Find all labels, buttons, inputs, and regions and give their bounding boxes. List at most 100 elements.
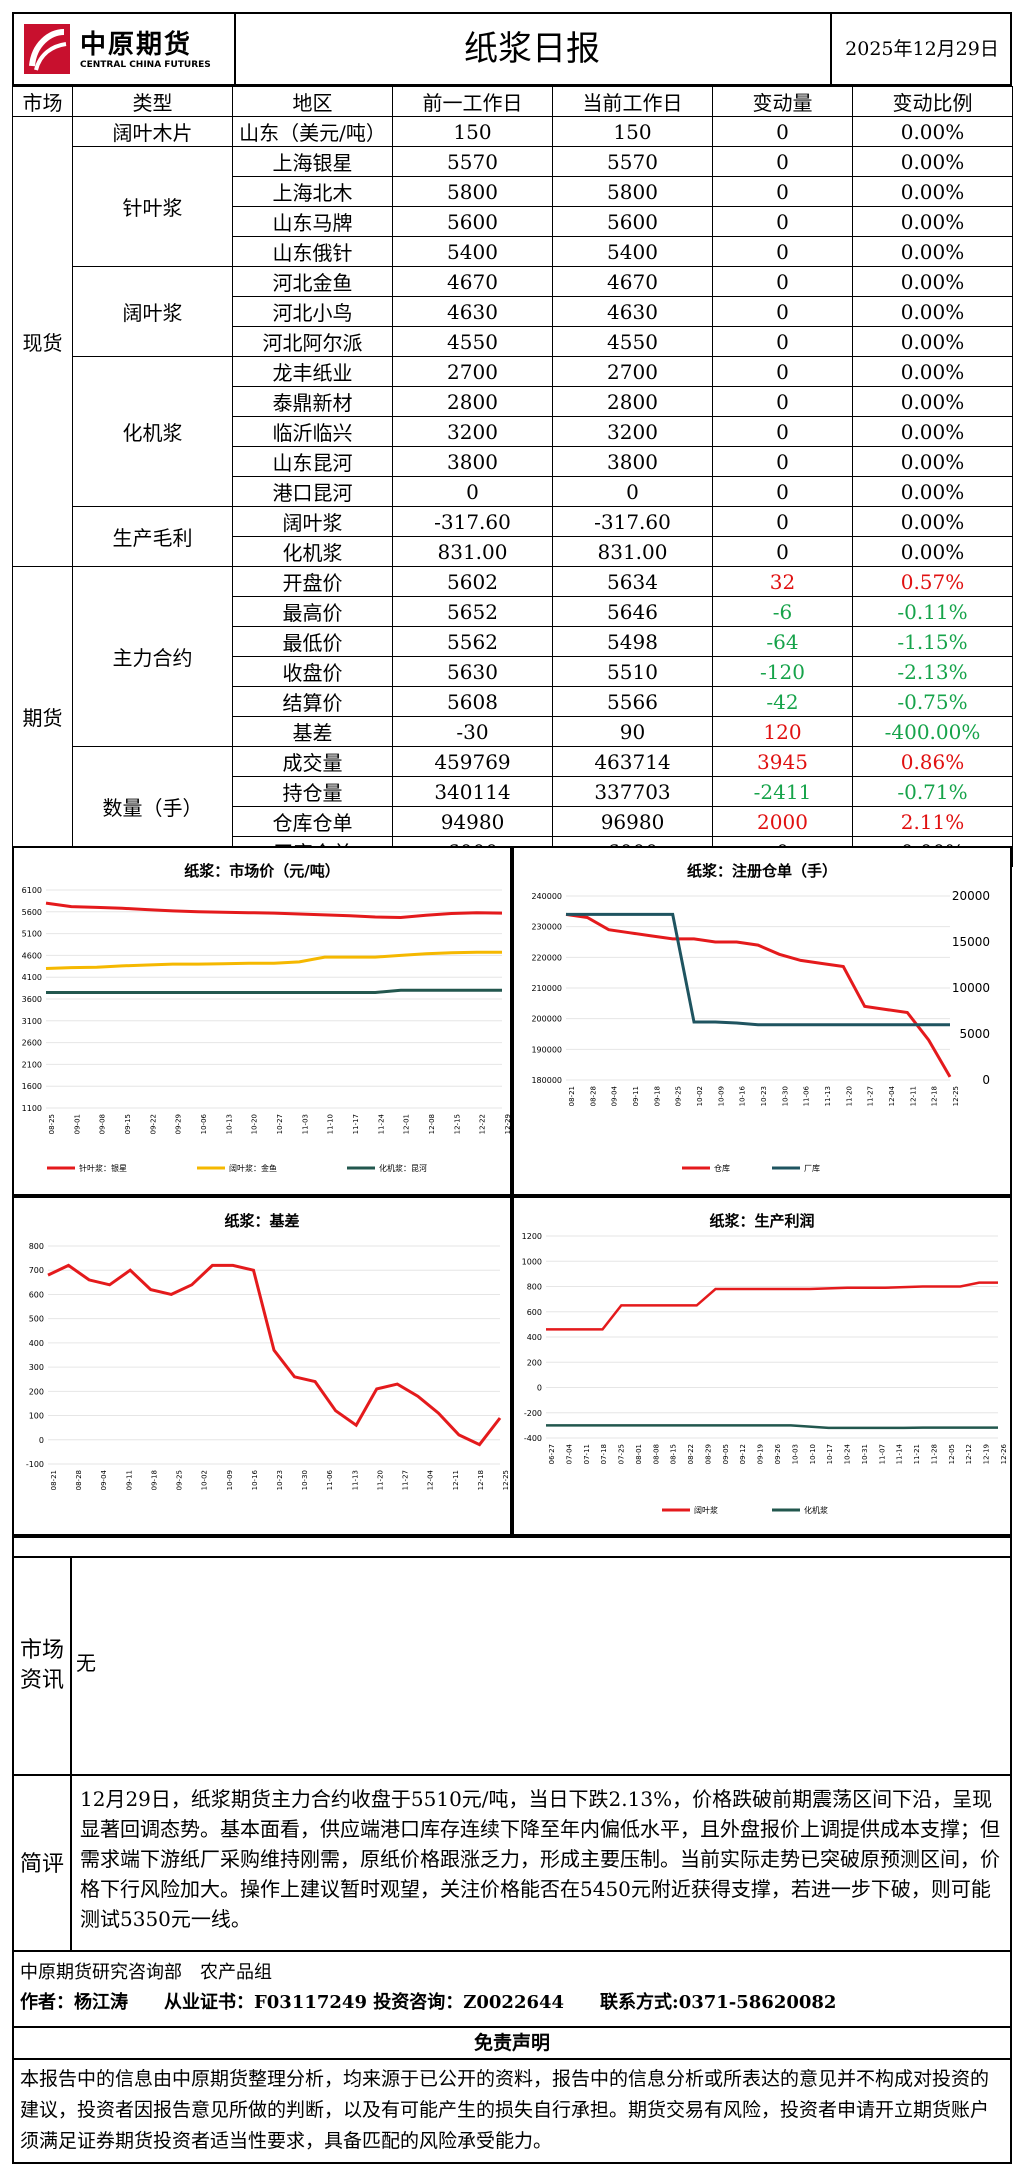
y-tick-label: 200000 xyxy=(531,1015,562,1024)
x-tick-label: 11-20 xyxy=(845,1086,853,1106)
chart-basis-pane: 纸浆：基差 -100 0 100 200 300 400 500 600 700 800 08-21 0… xyxy=(12,1196,512,1536)
type-cell: 生产毛利 xyxy=(72,506,233,567)
prev-value-cell: -30 xyxy=(392,716,553,747)
change-cell: 0 xyxy=(712,446,853,477)
table-row: 结算价 5608 5566 -42 -0.75% xyxy=(13,686,1013,717)
table-row: 仓库仓单 94980 96980 2000 2.11% xyxy=(13,806,1013,837)
disclaimer-title: 免责声明 xyxy=(473,2032,550,2054)
author-text: 作者：杨江涛 从业证书：F03117249 投资咨询：Z0022644 联系方式… xyxy=(20,1992,837,2013)
y-tick-label: 800 xyxy=(29,1242,44,1251)
logo-cn-text: 中原期货 xyxy=(80,30,193,60)
x-tick-label: 11-10 xyxy=(327,1114,335,1134)
prev-value-cell: 2700 xyxy=(392,356,553,387)
series-line xyxy=(45,950,502,970)
region-cell: 最高价 xyxy=(232,596,393,627)
change-pct-cell: -0.75% xyxy=(852,686,1013,717)
column-header: 地区 xyxy=(232,86,393,117)
y-tick-label: 1200 xyxy=(522,1232,542,1241)
y-tick-label: 3100 xyxy=(22,1017,42,1026)
change-cell: 3945 xyxy=(712,746,853,777)
change-pct-cell: -1.15% xyxy=(852,626,1013,657)
table-row: 化机浆 龙丰纸业 2700 2700 0 0.00% xyxy=(13,356,1013,507)
comment-label-cell: 简评 xyxy=(14,1776,72,1950)
column-header: 市场 xyxy=(12,86,73,117)
change-cell: -42 xyxy=(712,686,853,717)
table-row: 山东马牌 5600 5600 0 0.00% xyxy=(13,206,1013,237)
y-tick-label: 0 xyxy=(39,1436,44,1445)
prev-value-cell: 4670 xyxy=(392,266,553,297)
curr-value-cell: 5498 xyxy=(552,626,713,657)
change-cell: 0 xyxy=(712,416,853,447)
x-tick-label: 12-04 xyxy=(427,1469,435,1490)
curr-value-cell: 5510 xyxy=(552,656,713,687)
x-tick-label: 12-26 xyxy=(1000,1443,1008,1464)
x-tick-label: 11-06 xyxy=(803,1085,811,1106)
y-tick-label: 5100 xyxy=(22,930,42,939)
prev-value-cell: 5652 xyxy=(392,596,553,627)
prev-value-cell: 5602 xyxy=(392,566,553,597)
legend-label: 化机浆 xyxy=(804,1505,828,1515)
legend-label: 仓库 xyxy=(714,1163,730,1173)
y-right-tick-label: 5000 xyxy=(959,1027,990,1041)
prev-value-cell: -317.60 xyxy=(392,506,553,537)
x-tick-label: 10-10 xyxy=(809,1444,817,1464)
curr-value-cell: 5600 xyxy=(552,206,713,237)
y-tick-label: 4100 xyxy=(22,973,42,982)
x-tick-label: 10-24 xyxy=(844,1443,852,1464)
x-tick-label: 08-29 xyxy=(704,1444,712,1464)
change-cell: 0 xyxy=(712,296,853,327)
change-pct-cell: 0.00% xyxy=(852,506,1013,537)
y-tick-label: 300 xyxy=(29,1363,44,1372)
market-cell: 现货 xyxy=(12,116,73,567)
change-cell: 0 xyxy=(712,206,853,237)
market-cell: 期货 xyxy=(12,566,73,867)
x-tick-label: 09-05 xyxy=(722,1444,730,1464)
column-header: 当前工作日 xyxy=(552,86,713,117)
x-tick-label: 11-17 xyxy=(352,1114,360,1134)
table-row: 上海北木 5800 5800 0 0.00% xyxy=(13,176,1013,207)
x-tick-label: 09-18 xyxy=(653,1086,661,1106)
region-cell: 泰鼎新材 xyxy=(232,386,393,417)
change-cell: -120 xyxy=(712,656,853,687)
y-tick-label: 2600 xyxy=(22,1039,42,1048)
x-tick-label: 10-30 xyxy=(301,1470,309,1490)
change-pct-cell: -2.13% xyxy=(852,656,1013,687)
x-tick-label: 09-18 xyxy=(150,1470,158,1490)
y-tick-label: 800 xyxy=(527,1283,542,1292)
curr-value-cell: 3800 xyxy=(552,446,713,477)
change-pct-cell: 0.00% xyxy=(852,416,1013,447)
curr-value-cell: 2700 xyxy=(552,356,713,387)
x-tick-label: 10-03 xyxy=(791,1444,799,1464)
y-tick-label: 700 xyxy=(29,1266,44,1275)
x-tick-label: 09-08 xyxy=(99,1114,107,1134)
prev-value-cell: 831.00 xyxy=(392,536,553,567)
change-pct-cell: -400.00% xyxy=(852,716,1013,747)
price-table: 市场 类型 地区 前一工作日 当前工作日 变动量 变动比例 现货 阔叶木片 山东（美元/吨） 150… xyxy=(12,86,1013,867)
y-tick-label: 2100 xyxy=(22,1060,42,1069)
type-cell: 主力合约 xyxy=(72,566,233,747)
prev-value-cell: 5400 xyxy=(392,236,553,267)
x-tick-label: 12-04 xyxy=(888,1085,896,1106)
report-title: 纸浆日报 xyxy=(464,29,600,69)
x-tick-label: 09-15 xyxy=(124,1114,132,1134)
type-cell: 阔叶浆 xyxy=(72,266,233,357)
prev-value-cell: 5600 xyxy=(392,206,553,237)
x-tick-label: 12-11 xyxy=(452,1470,460,1490)
prev-value-cell: 3200 xyxy=(392,416,553,447)
x-tick-label: 12-11 xyxy=(909,1086,917,1106)
x-tick-label: 09-19 xyxy=(757,1444,765,1464)
column-header: 前一工作日 xyxy=(392,86,553,117)
type-cell: 针叶浆 xyxy=(72,146,233,267)
region-cell: 结算价 xyxy=(232,686,393,717)
curr-value-cell: 831.00 xyxy=(552,536,713,567)
x-tick-label: 09-22 xyxy=(149,1114,157,1134)
series-line xyxy=(45,901,503,920)
change-cell: 0 xyxy=(712,146,853,177)
curr-value-cell: 4630 xyxy=(552,296,713,327)
table-row: 港口昆河 0 0 0 0.00% xyxy=(13,476,1013,507)
x-tick-label: 07-04 xyxy=(565,1443,573,1464)
curr-value-cell: 5566 xyxy=(552,686,713,717)
curr-value-cell: 5646 xyxy=(552,596,713,627)
market-info-label-line1: 市场 xyxy=(19,1638,64,1663)
prev-value-cell: 150 xyxy=(392,116,553,147)
